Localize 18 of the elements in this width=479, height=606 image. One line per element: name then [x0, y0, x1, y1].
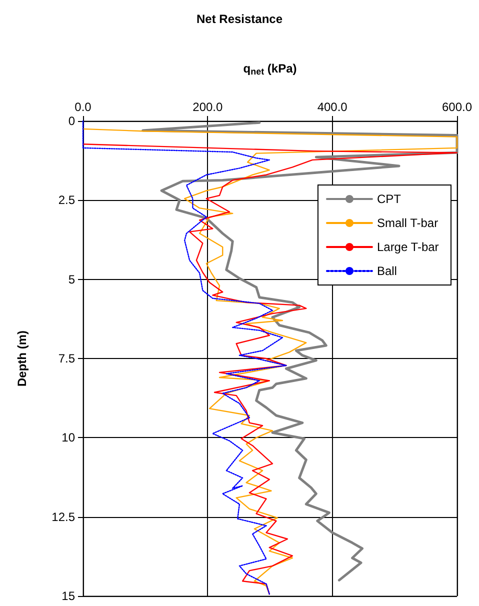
- x-tick-label: 200.0: [192, 100, 224, 114]
- y-tick-label: 0: [68, 114, 76, 128]
- y-tick-label: 7.5: [58, 352, 76, 366]
- y-tick-label: 12.5: [52, 510, 76, 524]
- legend-label: Large T-bar: [376, 240, 439, 254]
- legend-label: CPT: [376, 192, 402, 206]
- chart-title: Net Resistance: [196, 12, 283, 26]
- x-tick-label: 0.0: [74, 100, 92, 114]
- legend-label: Small T-bar: [376, 216, 438, 230]
- y-tick-label: 15: [62, 589, 76, 603]
- legend-label: Ball: [376, 264, 397, 278]
- y-tick-label: 5: [68, 272, 76, 286]
- line-series: [142, 121, 458, 582]
- y-axis-title: Depth (m): [15, 330, 29, 386]
- y-tick-label: 10: [62, 430, 76, 445]
- x-tick-label: 400.0: [317, 100, 348, 114]
- x-tick-label: 600.0: [442, 100, 472, 114]
- y-tick-label: 2.5: [58, 193, 76, 208]
